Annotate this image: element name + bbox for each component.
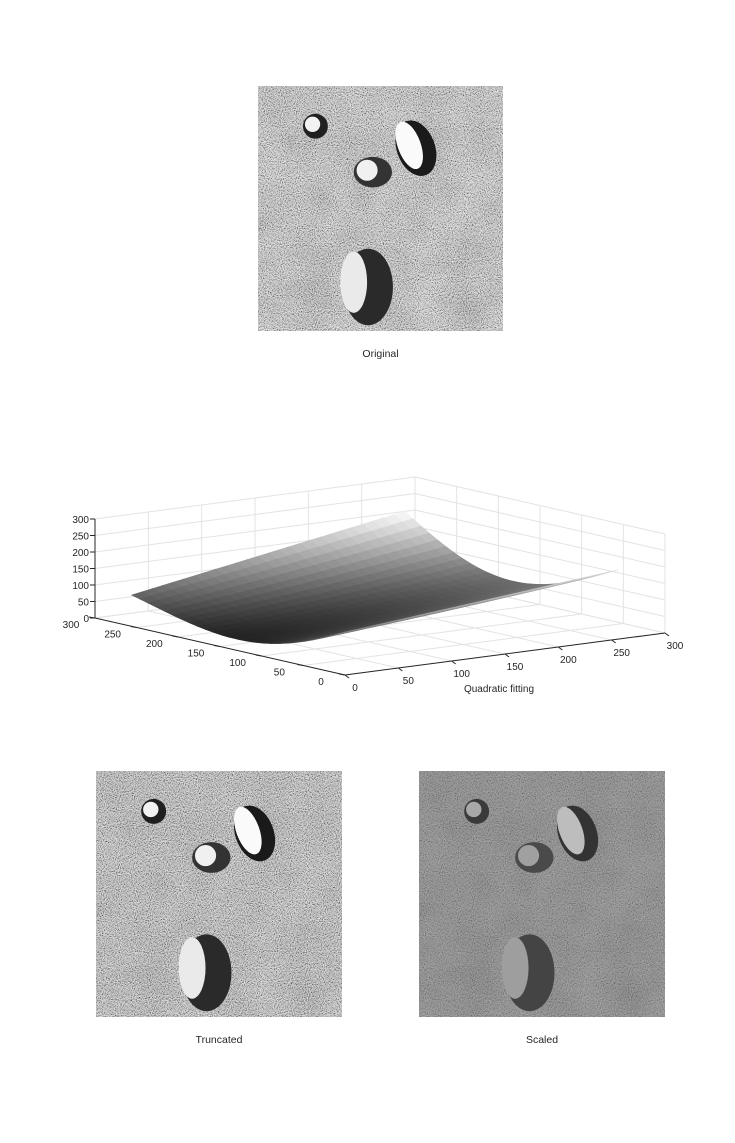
y-tick-label: 150: [188, 649, 205, 660]
wall-gridline: [414, 476, 666, 535]
x-tick: [611, 639, 616, 644]
surface-plot: 0501001502002503000501001502002503000501…: [63, 476, 684, 695]
wall-gridline: [94, 509, 416, 553]
y-tick-label: 0: [318, 677, 324, 688]
y-tick-label: 200: [146, 639, 163, 650]
wall-gridline: [414, 509, 666, 568]
x-tick-label: 200: [560, 655, 577, 666]
scaled-caption: Scaled: [525, 1034, 559, 1046]
z-tick-label: 150: [72, 565, 89, 576]
surface-patch: [336, 629, 356, 635]
x-axis-label: Quadratic fitting: [464, 684, 534, 695]
y-tick-label: 250: [104, 630, 121, 641]
x-tick-label: 150: [507, 662, 524, 673]
y-tick: [255, 654, 262, 657]
y-tick-label: 50: [274, 668, 286, 679]
scaled-image: [419, 771, 665, 1017]
original-image: [258, 86, 503, 331]
z-tick-label: 100: [72, 581, 89, 592]
y-tick: [130, 626, 137, 628]
y-tick: [297, 664, 304, 666]
y-tick-label: 100: [229, 658, 246, 669]
x-tick: [344, 674, 350, 679]
x-tick-label: 250: [613, 648, 630, 659]
x-tick-label: 300: [667, 641, 684, 652]
wall-gridline: [94, 476, 416, 520]
z-tick-label: 250: [72, 532, 89, 543]
x-tick: [504, 653, 510, 658]
wall-gridline: [414, 526, 666, 584]
y-tick: [172, 635, 179, 638]
x-tick: [558, 646, 563, 651]
wall-gridline: [414, 493, 666, 551]
y-tick: [338, 673, 346, 676]
floor-gridline: [303, 623, 624, 666]
wall-gridline: [94, 493, 416, 536]
z-tick-label: 50: [78, 598, 90, 609]
original-caption: Original: [362, 348, 399, 360]
wall-gridline: [414, 542, 666, 601]
x-tick-label: 100: [453, 669, 470, 680]
x-tick: [451, 660, 456, 665]
quadratic-surface: [130, 510, 619, 644]
z-tick-label: 300: [72, 515, 89, 526]
floor-gridline: [261, 613, 582, 657]
truncated-caption: Truncated: [195, 1034, 243, 1046]
y-tick-label: 300: [63, 620, 80, 631]
z-tick-label: 0: [83, 614, 89, 625]
truncated-image: [96, 771, 342, 1017]
axis-ticks: 0501001502002503000501001502002503000501…: [63, 515, 684, 694]
x-tick: [664, 632, 670, 637]
y-tick: [213, 645, 221, 647]
x-tick: [398, 667, 403, 672]
x-tick-label: 0: [352, 683, 358, 694]
x-tick-label: 50: [403, 676, 415, 687]
z-tick-label: 200: [72, 548, 89, 559]
